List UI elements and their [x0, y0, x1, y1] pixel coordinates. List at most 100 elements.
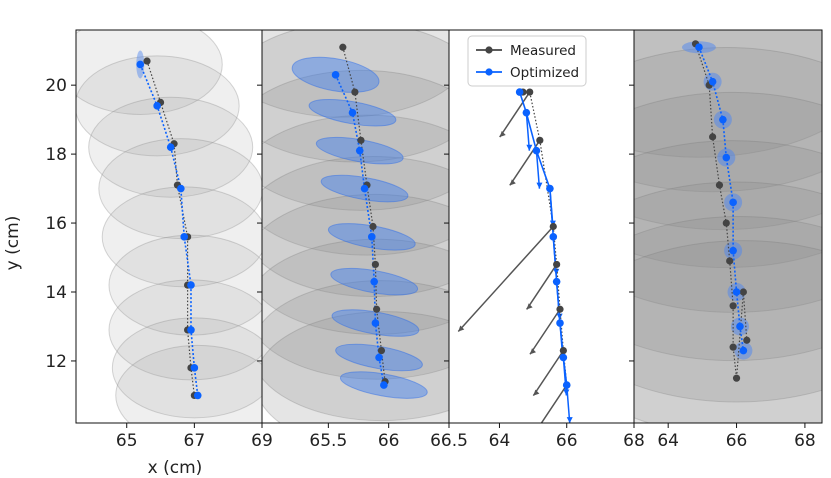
legend-box	[467, 35, 587, 87]
optimized-point	[367, 233, 376, 241]
optimized-point	[739, 346, 748, 355]
optimized-point	[695, 43, 703, 52]
measured-heading-arrow	[526, 264, 558, 310]
measured-uncertainty-ellipse	[634, 30, 822, 231]
measured-heading-arrow	[529, 308, 561, 355]
measured-point	[732, 374, 741, 382]
optimized-point	[136, 60, 145, 69]
measured-point	[549, 222, 557, 231]
plot-area	[76, 30, 262, 423]
plot-area	[634, 30, 822, 423]
optimized-point	[522, 108, 531, 117]
y-tick-label: 12	[45, 352, 67, 372]
measured-point	[526, 88, 534, 96]
legend-entry: Optimized	[510, 65, 579, 81]
measured-heading-arrow	[457, 225, 554, 333]
measured-point	[351, 88, 359, 96]
x-tick-label: 64	[489, 431, 511, 451]
optimized-point	[180, 233, 189, 241]
legend-entry: Measured	[510, 43, 576, 59]
optimized-point	[722, 153, 731, 162]
optimized-point	[532, 146, 541, 155]
measured-point	[369, 222, 377, 231]
optimized-point	[348, 108, 357, 117]
measured-heading-arrow	[499, 91, 531, 138]
measured-point	[739, 288, 747, 296]
panel-2: 65.5 66 66.5	[257, 29, 468, 451]
optimized-point	[375, 353, 383, 362]
y-axis-label: y (cm)	[3, 216, 23, 271]
plot-area	[262, 30, 449, 423]
optimized-trajectory-line	[698, 46, 745, 351]
optimized-point	[187, 326, 195, 334]
measured-uncertainty-ellipse	[634, 216, 822, 423]
optimized-point	[708, 77, 717, 86]
measured-point	[726, 257, 734, 265]
x-tick-label: 65.5	[309, 431, 347, 451]
optimized-heading-arrow	[535, 150, 541, 189]
optimized-point	[153, 102, 161, 110]
panel-frame	[633, 29, 823, 424]
x-tick-label: 66	[378, 431, 400, 451]
x-tick-label: 67	[184, 431, 206, 451]
x-tick-label: 68	[623, 431, 645, 451]
y-tick-label: 20	[45, 76, 67, 96]
optimized-heading-arrow	[525, 112, 531, 151]
measured-uncertainty-ellipse	[634, 30, 822, 158]
optimized-point	[515, 88, 524, 96]
optimized-point	[729, 246, 737, 255]
measured-point	[729, 343, 737, 351]
measured-point	[743, 336, 751, 344]
legend-marker	[485, 46, 493, 54]
uncertainty-circle	[111, 317, 262, 419]
measured-uncertainty-ellipse	[262, 156, 449, 297]
optimized-point	[177, 184, 185, 193]
measured-point	[556, 305, 564, 313]
measured-uncertainty-ellipse	[634, 240, 822, 423]
optimized-trajectory-line	[334, 74, 385, 386]
optimized-point	[719, 115, 727, 124]
optimized-point	[552, 277, 561, 286]
optimized-point	[370, 277, 379, 286]
measured-point	[377, 347, 386, 355]
x-tick-label: 66	[726, 431, 748, 451]
measured-uncertainty-ellipse	[262, 280, 449, 422]
optimized-point	[736, 322, 744, 331]
measured-point	[536, 136, 544, 144]
legend-marker	[485, 68, 493, 76]
x-tick-label: 68	[794, 431, 816, 451]
measured-uncertainty-ellipse	[262, 30, 449, 118]
optimized-point	[187, 281, 195, 289]
panel-1: 65 67 69	[75, 29, 273, 451]
uncertainty-circle	[76, 30, 223, 115]
measured-point	[559, 347, 567, 355]
measured-uncertainty-ellipse	[634, 30, 822, 193]
measured-heading-arrow	[532, 350, 564, 397]
x-tick-label: 66.5	[430, 431, 468, 451]
panel-4: 64 66 68	[629, 29, 823, 451]
y-tick-label: 16	[45, 214, 67, 234]
measured-uncertainty-ellipse	[262, 238, 449, 380]
measured-point	[553, 260, 561, 269]
measured-point	[722, 219, 730, 227]
x-tick-label: 69	[251, 431, 273, 451]
optimized-point	[562, 381, 571, 389]
measured-point	[371, 260, 380, 269]
measured-point	[715, 181, 724, 189]
optimized-point	[729, 198, 737, 207]
optimized-point	[355, 146, 364, 155]
legend: Measured Optimized	[467, 35, 587, 87]
measured-point	[729, 302, 737, 310]
measured-point	[339, 43, 347, 51]
y-axis: 12 14 16 18 20	[45, 76, 76, 372]
optimized-point	[331, 71, 340, 79]
optimized-point	[732, 288, 741, 296]
x-tick-label: 64	[657, 431, 679, 451]
optimized-point	[556, 319, 564, 327]
optimized-point	[360, 184, 369, 193]
x-tick-label: 65	[116, 431, 138, 451]
panels: 65 67 69 65.5 66 66.5 64 66 68 64 66 68	[75, 29, 823, 451]
optimized-point	[166, 143, 175, 152]
measured-point	[373, 305, 381, 313]
measured-point	[357, 136, 365, 144]
